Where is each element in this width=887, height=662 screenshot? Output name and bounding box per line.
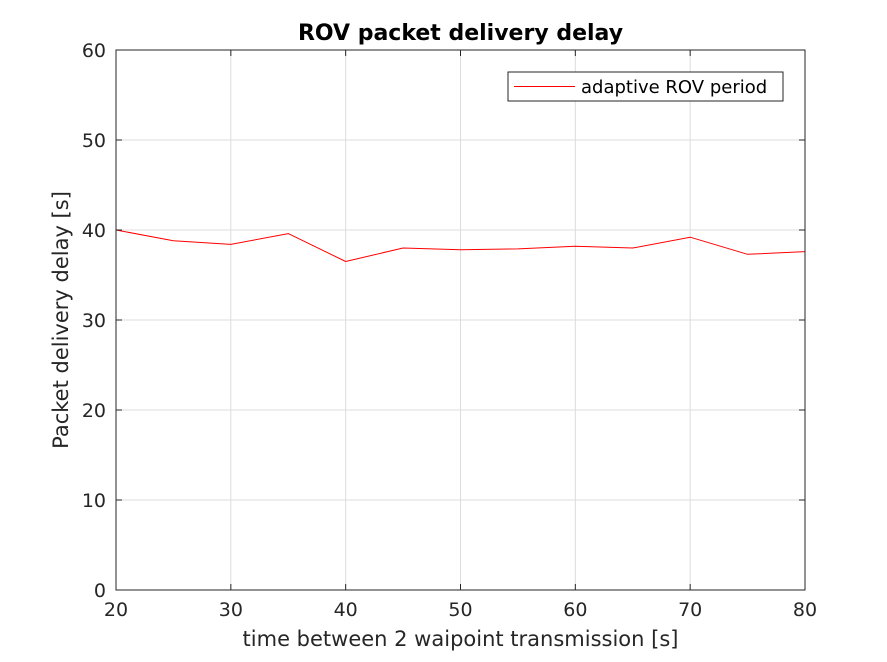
x-tick-label: 60 (563, 599, 587, 621)
legend: adaptive ROV period (507, 71, 784, 102)
x-tick-label: 70 (678, 599, 702, 621)
x-tick-label: 40 (334, 599, 358, 621)
y-tick-label: 20 (82, 400, 106, 422)
x-tick-label: 80 (793, 599, 817, 621)
chart-title: ROV packet delivery delay (298, 21, 623, 46)
y-axis-label: Packet delivery delay [s] (49, 191, 73, 449)
y-tick-label: 60 (82, 40, 106, 62)
axis-ticks: 20 30 40 50 60 70 80 0 10 20 30 40 50 60 (82, 40, 817, 621)
series-layer (115, 229, 806, 262)
y-tick-label: 0 (94, 580, 106, 602)
x-tick-label: 20 (104, 599, 128, 621)
y-tick-label: 30 (82, 310, 106, 332)
x-tick-label: 30 (219, 599, 243, 621)
y-tick-label: 40 (82, 220, 106, 242)
y-tick-label: 50 (82, 130, 106, 152)
y-tick-label: 10 (82, 490, 106, 512)
legend-label: adaptive ROV period (581, 77, 767, 98)
x-tick-label: 50 (448, 599, 472, 621)
series-line-0 (115, 229, 806, 262)
x-axis-label: time between 2 waipoint transmission [s] (243, 627, 679, 651)
